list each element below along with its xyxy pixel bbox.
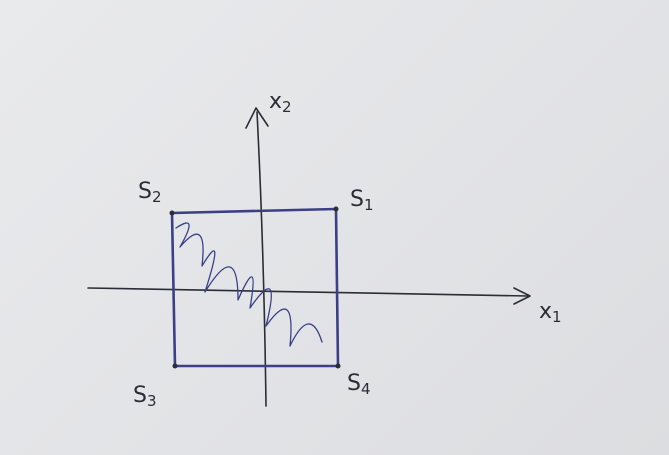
vertex-s3-label: S3 bbox=[133, 383, 157, 410]
x2-axis bbox=[245, 107, 269, 407]
x1-axis-line bbox=[87, 287, 529, 297]
square-outline bbox=[170, 207, 340, 368]
x2-axis-line bbox=[256, 111, 267, 407]
x1-axis bbox=[87, 287, 531, 305]
shaded-hatching bbox=[175, 222, 323, 347]
vertex-s3-dot bbox=[172, 363, 178, 369]
vertex-s1-dot bbox=[333, 206, 339, 212]
x1-axis-arrowhead bbox=[513, 287, 531, 305]
vertex-s2-dot bbox=[169, 210, 175, 216]
x1-axis-label: x1 bbox=[539, 299, 562, 326]
x2-axis-label: x2 bbox=[269, 89, 292, 116]
vertex-markers bbox=[169, 206, 341, 369]
vertex-s4-dot bbox=[335, 363, 341, 369]
vertex-s4-label: S4 bbox=[347, 371, 371, 398]
vertex-s1-label: S1 bbox=[350, 187, 374, 214]
vertex-s2-label: S2 bbox=[138, 179, 162, 206]
square-region bbox=[170, 207, 340, 368]
x2-axis-arrowhead bbox=[245, 107, 269, 129]
